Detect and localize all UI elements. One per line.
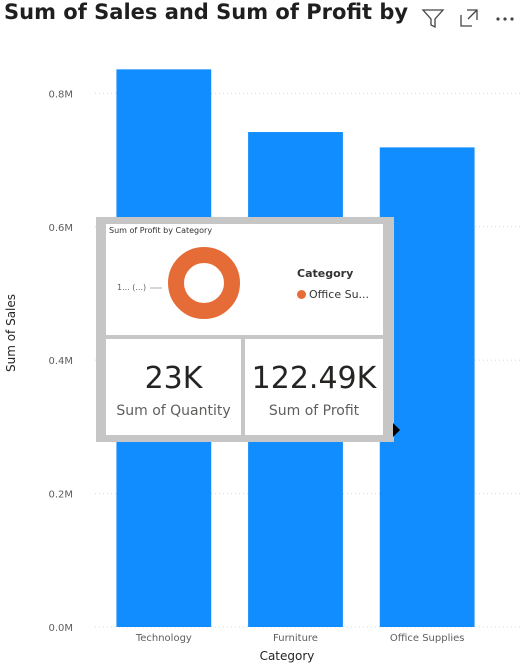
- y-axis-ticks: 0.0M 0.2M 0.4M 0.6M 0.8M: [48, 89, 73, 634]
- card-label: Sum of Profit: [268, 403, 360, 419]
- report-page-tooltip: Sum of Profit by Category 1... (...) Cat…: [96, 217, 394, 442]
- x-tick-label: Furniture: [273, 633, 318, 644]
- visual-title: Sum of Sales and Sum of Profit by Cate: [4, 0, 408, 24]
- card-label: Sum of Quantity: [116, 403, 231, 419]
- filter-icon[interactable]: [420, 5, 446, 31]
- x-tick-label: Technology: [135, 633, 192, 644]
- x-tick-label: Office Supplies: [390, 633, 465, 644]
- x-axis-ticks: Technology Furniture Office Supplies: [135, 633, 465, 644]
- visual-header-icons: [420, 4, 518, 32]
- more-options-icon[interactable]: [492, 5, 518, 31]
- tooltip-donut-chart: Sum of Profit by Category 1... (...) Cat…: [106, 224, 383, 335]
- tooltip-card-profit: 122.49K Sum of Profit: [245, 339, 383, 435]
- x-axis-title: Category: [260, 649, 315, 663]
- donut-data-label: 1... (...): [117, 283, 162, 292]
- y-tick-label: 0.2M: [48, 490, 73, 501]
- donut-ring: [168, 247, 240, 319]
- tooltip-card-quantity: 23K Sum of Quantity: [106, 339, 241, 435]
- y-tick-label: 0.8M: [48, 89, 73, 100]
- mouse-cursor-icon: [393, 423, 400, 437]
- donut-slice: [168, 247, 240, 319]
- focus-mode-icon[interactable]: [456, 5, 482, 31]
- y-tick-label: 0.4M: [48, 356, 73, 367]
- bar-office-supplies[interactable]: [379, 147, 475, 627]
- card-value: 122.49K: [251, 361, 377, 396]
- y-tick-label: 0.6M: [48, 223, 73, 234]
- y-axis-title: Sum of Sales: [4, 294, 18, 372]
- donut-title: Sum of Profit by Category: [109, 226, 213, 235]
- donut-legend-title: Category: [297, 267, 354, 280]
- y-tick-label: 0.0M: [48, 623, 73, 634]
- legend-marker-icon: [297, 290, 306, 299]
- card-value: 23K: [144, 361, 203, 396]
- donut-legend-item: Office Su...: [297, 288, 369, 301]
